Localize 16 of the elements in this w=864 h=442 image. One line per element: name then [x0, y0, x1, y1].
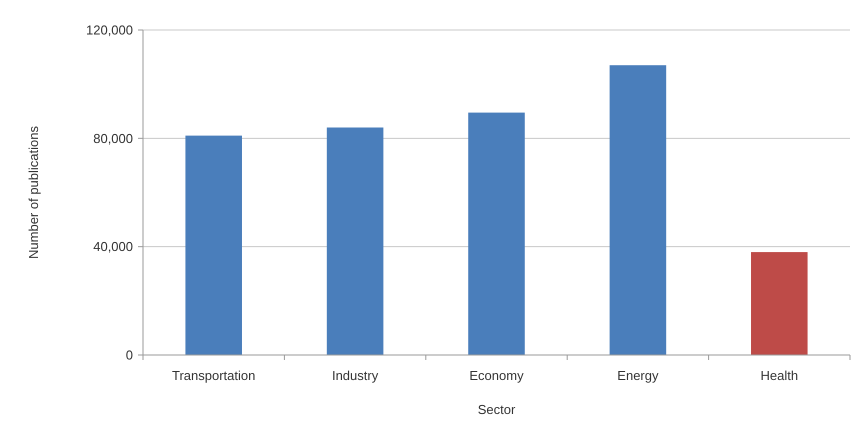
x-tick-label: Energy — [617, 368, 659, 383]
bar — [468, 112, 525, 355]
y-tick-label: 120,000 — [86, 22, 133, 38]
x-tick-label: Industry — [332, 368, 379, 383]
x-axis-title: Sector — [478, 402, 516, 417]
y-tick-label: 80,000 — [93, 130, 133, 146]
y-tick-label: 0 — [126, 348, 133, 363]
bar — [185, 136, 242, 355]
bar — [610, 65, 666, 355]
bar — [326, 128, 384, 355]
y-axis-title: Number of publications — [26, 126, 41, 259]
y-tick-label: 40,000 — [93, 239, 133, 254]
x-tick-label: Economy — [469, 368, 524, 383]
x-tick-label: Transportation — [172, 368, 256, 383]
bar — [751, 252, 808, 355]
x-tick-label: Health — [760, 368, 798, 383]
